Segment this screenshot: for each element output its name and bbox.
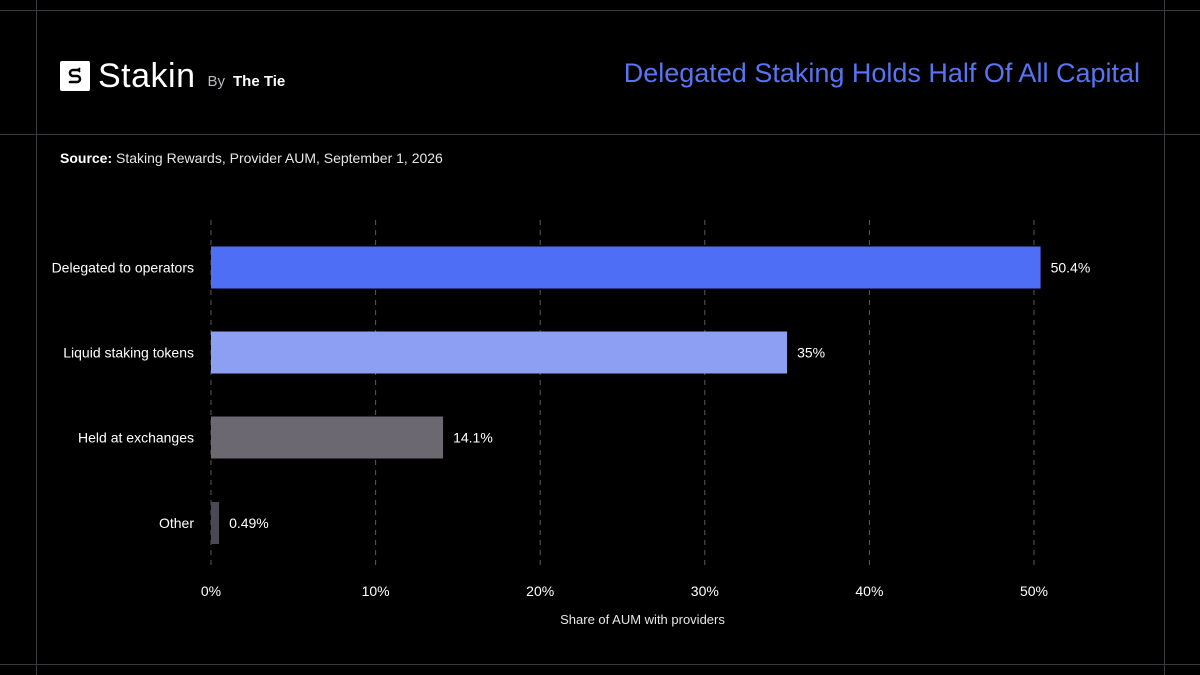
brand-logo: Stakin By The Tie (60, 56, 285, 96)
bar-delegated-to-operators (211, 246, 1041, 289)
value-label: 0.49% (229, 515, 269, 531)
label-layer: 0% 10% 20% 30% 40% 50% Delegated to operators 5… (52, 260, 1091, 628)
x-tick-label: 50% (1020, 583, 1048, 599)
frame-bottom-line (0, 664, 1200, 665)
brand-name: Stakin (98, 56, 196, 95)
category-label: Liquid staking tokens (63, 345, 194, 361)
x-tick-label: 40% (855, 583, 883, 599)
value-label: 35% (797, 345, 825, 361)
x-axis-title: Share of AUM with providers (560, 612, 725, 627)
header-divider (0, 134, 1200, 135)
frame-top-line (0, 10, 1200, 11)
bar-held-at-exchanges (211, 416, 444, 459)
chart-headline: Delegated Staking Holds Half Of All Capi… (623, 58, 1140, 88)
category-label: Other (159, 515, 194, 531)
source-note: Source: Staking Rewards, Provider AUM, S… (60, 150, 443, 166)
x-tick-label: 20% (526, 583, 554, 599)
grid-layer (210, 220, 1035, 568)
brand-parent: The Tie (233, 72, 286, 90)
source-label: Source: (60, 150, 113, 166)
bar-other (211, 502, 220, 544)
frame-right-line (1164, 0, 1165, 675)
stakin-logo-icon (60, 61, 90, 91)
frame-left-line (36, 0, 37, 675)
x-tick-label: 10% (362, 583, 390, 599)
brand-by: By (207, 72, 226, 90)
category-label: Delegated to operators (52, 260, 194, 276)
category-label: Held at exchanges (78, 430, 194, 446)
bar-layer (211, 246, 1041, 544)
value-label: 14.1% (453, 430, 493, 446)
x-tick-label: 30% (691, 583, 719, 599)
x-tick-label: 0% (201, 583, 221, 599)
source-text: Staking Rewards, Provider AUM, September… (116, 150, 443, 166)
bar-liquid-staking-tokens (211, 331, 788, 374)
value-label: 50.4% (1051, 260, 1091, 276)
